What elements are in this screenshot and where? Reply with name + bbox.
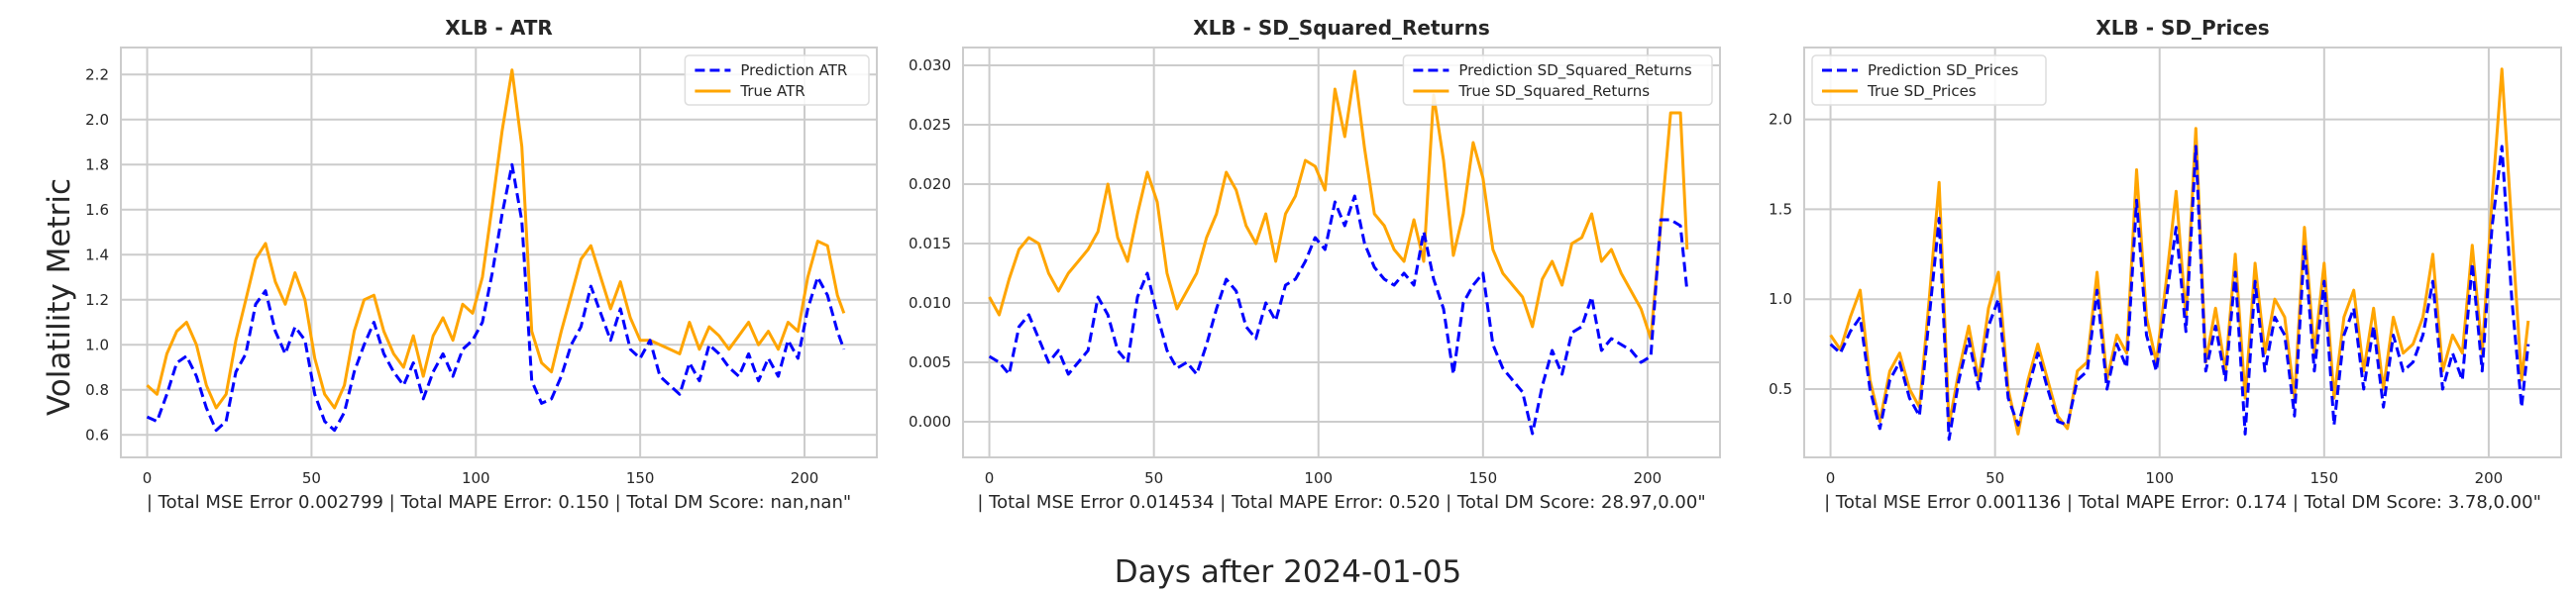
chart-caption: | Total MSE Error 0.001136 | Total MAPE … <box>1824 492 2541 513</box>
x-tick-label: 0 <box>143 469 153 487</box>
x-tick-label: 50 <box>1144 469 1163 487</box>
x-tick-label: 50 <box>302 469 321 487</box>
x-tick-label: 200 <box>791 469 819 487</box>
legend-label: Prediction SD_Squared_Returns <box>1458 61 1691 80</box>
legend: Prediction SD_Squared_Returns True SD_Squ… <box>1402 54 1713 106</box>
chart-caption: | Total MSE Error 0.014534 | Total MAPE … <box>977 492 1705 513</box>
panel-sd-prices: 0 50 100 150 200 0.5 1.0 1.5 2.0 XLB - SD_Prices |… <box>1769 16 2562 513</box>
legend: Prediction SD_Prices True SD_Prices <box>1811 54 2047 106</box>
prediction-series-line <box>1829 145 2530 442</box>
chart-title: XLB - ATR <box>445 16 553 40</box>
figure-xlabel: Days after 2024-01-05 <box>1115 554 1462 590</box>
y-tick-label: 0.025 <box>909 116 951 134</box>
y-tick-label: 1.6 <box>85 201 109 219</box>
x-tick-label: 150 <box>626 469 655 487</box>
y-tick-label: 0.6 <box>85 426 109 444</box>
x-tick-label: 100 <box>462 469 490 487</box>
plot-frame <box>962 47 1721 458</box>
legend-label: Prediction ATR <box>740 61 847 79</box>
legend-label: True SD_Prices <box>1867 82 1977 101</box>
chart-caption: | Total MSE Error 0.002799 | Total MAPE … <box>147 492 851 513</box>
y-tick-label: 2.0 <box>1769 111 1792 129</box>
y-tick-label: 1.2 <box>85 291 109 309</box>
x-tick-label: 0 <box>1826 469 1836 487</box>
legend-box <box>684 54 870 106</box>
true-series-line <box>146 68 846 410</box>
y-tick-label: 0.000 <box>909 413 951 431</box>
y-tick-label: 2.2 <box>85 65 109 83</box>
figure-ylabel: Volatility Metric <box>42 178 77 416</box>
prediction-series-line <box>988 194 1689 436</box>
y-tick-label: 0.015 <box>909 235 951 252</box>
x-tick-label: 200 <box>1634 469 1663 487</box>
x-tick-label: 150 <box>1469 469 1498 487</box>
y-tick-label: 0.020 <box>909 175 951 193</box>
prediction-series-line <box>146 162 846 433</box>
legend-label: Prediction SD_Prices <box>1868 61 2018 80</box>
chart-title: XLB - SD_Prices <box>2095 16 2269 40</box>
legend-label: True ATR <box>739 82 805 100</box>
legend-label: True SD_Squared_Returns <box>1457 82 1650 101</box>
y-tick-label: 2.0 <box>85 111 109 129</box>
panel-atr: 0 50 100 150 200 0.6 0.8 1.0 1.2 1.4 1.6 1.8 2.0 2.2 X… <box>85 16 878 513</box>
panel-sd-squared-returns: 0 50 100 150 200 0.000 0.005 0.010 0.015 0.020 0.0… <box>909 16 1721 513</box>
legend-box <box>1402 54 1713 106</box>
plot-frame <box>1803 47 2562 458</box>
x-tick-label: 100 <box>2145 469 2174 487</box>
y-tick-label: 1.0 <box>1769 290 1792 308</box>
legend-box <box>1811 54 2047 106</box>
y-tick-label: 0.5 <box>1769 380 1792 398</box>
y-tick-label: 0.030 <box>909 56 951 74</box>
y-tick-label: 0.8 <box>85 381 109 399</box>
x-tick-label: 0 <box>985 469 995 487</box>
x-tick-label: 200 <box>2475 469 2504 487</box>
x-tick-label: 100 <box>1304 469 1333 487</box>
plot-frame <box>120 47 878 458</box>
true-series-line <box>988 69 1689 341</box>
y-tick-label: 1.4 <box>85 246 109 263</box>
y-tick-label: 0.010 <box>909 294 951 312</box>
x-tick-label: 150 <box>2310 469 2339 487</box>
y-tick-label: 1.8 <box>85 155 109 173</box>
y-tick-label: 1.0 <box>85 336 109 353</box>
x-tick-label: 50 <box>1986 469 2004 487</box>
legend: Prediction ATR True ATR <box>684 54 870 106</box>
y-tick-label: 0.005 <box>909 353 951 371</box>
y-tick-label: 1.5 <box>1769 200 1792 218</box>
chart-title: XLB - SD_Squared_Returns <box>1193 16 1490 40</box>
